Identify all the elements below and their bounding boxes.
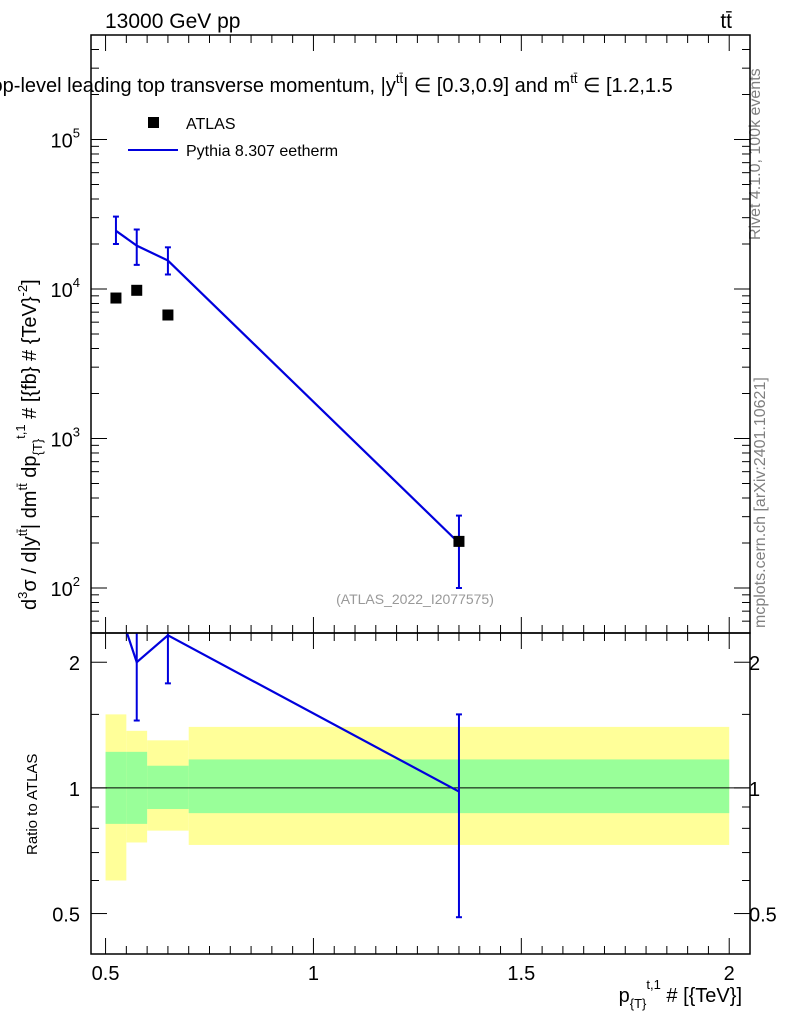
ratio-panel: 0.5 0.5 1 1 2 2 0.5 1 1.5 2 Ratio to ATLAS p{T} t,… (24, 632, 777, 1011)
legend: ATLAS Pythia 8.307 eetherm (128, 116, 338, 160)
x-tick-label: 1.5 (507, 963, 535, 985)
main-watermark: (ATLAS_2022_I2077575) (336, 591, 494, 607)
title-part-b-sup: tt̄ (570, 71, 578, 86)
ratio-y-tick-label-right: 1 (749, 779, 760, 801)
ylabel-f: ] (19, 279, 41, 285)
xlabel-a: p (619, 985, 630, 1007)
atlas-data-point (162, 309, 174, 321)
xlabel-b: # [{TeV}] (661, 985, 742, 1007)
main-y-tick-label: 103 (51, 424, 80, 451)
ratio-y-tick-label-right: 0.5 (749, 905, 777, 927)
main-y-tick-label: 104 (51, 275, 80, 302)
legend-marker-atlas (148, 117, 159, 128)
main-panel: 102 103 104 105 (ATLAS_2022_I2077575) ATLAS… (0, 34, 751, 634)
ylabel-d-sup: t,1 (13, 424, 28, 438)
ylabel-d: dp (19, 455, 41, 483)
main-y-axis-label: d3σ / d|ytt̄| dmtt̄ dp{T}t,1 # [{fb} # {… (13, 279, 45, 610)
ratio-y-tick-label-left: 0.5 (52, 905, 80, 927)
ylabel-a: d (19, 599, 41, 610)
x-axis-label: p{T} t,1 # [{TeV}] (619, 977, 742, 1011)
main-y-tick-label: 102 (51, 574, 80, 601)
xlabel-a-sub: {T} (630, 996, 647, 1011)
ylabel-b: σ / d|y (19, 536, 41, 591)
title-part-b: | ∈ [0.3,0.9] and m (403, 75, 570, 97)
pythia-line (115, 229, 460, 544)
legend-label-atlas: ATLAS (186, 116, 236, 133)
ylabel-b-sup: tt̄ (15, 529, 30, 537)
x-tick-label: 1 (308, 963, 319, 985)
title-part-c: ∈ [1.2,1.5 (577, 75, 672, 97)
x-tick-label: 0.5 (92, 963, 120, 985)
ylabel-e-sup: -2 (15, 285, 30, 297)
ratio-frame (90, 632, 751, 955)
ylabel-c-sup: tt̄ (15, 483, 30, 491)
mcplots-label: mcplots.cern.ch [arXiv:2401.10621] (752, 377, 769, 628)
x-tick-label: 2 (724, 963, 735, 985)
ylabel-c: | dm (19, 491, 41, 530)
main-y-tick-label: 105 (51, 125, 80, 152)
atlas-data-point (110, 292, 122, 304)
ratio-series-group (125, 633, 462, 919)
plot-title: top-level leading top transverse momentu… (0, 71, 673, 97)
ylabel-e: # [{fb} # {TeV} (19, 296, 41, 424)
process-label: tt̄ (720, 10, 732, 33)
ylabel-a-sup: 3 (15, 592, 30, 599)
title-part-a: top-level leading top transverse momentu… (0, 75, 396, 97)
title-part-a-sup: tt̄ (396, 71, 404, 86)
ratio-pythia-line (125, 633, 460, 793)
ratio-y-tick-label-left: 2 (69, 653, 80, 675)
ratio-y-axis-label: Ratio to ATLAS (24, 754, 41, 855)
ratio-stat-band (147, 765, 189, 810)
atlas-data-point (131, 284, 143, 296)
atlas-data-point (453, 535, 465, 547)
ratio-y-tick-label-right: 2 (749, 653, 760, 675)
xlabel-a-sup: t,1 (646, 977, 660, 992)
legend-label-pythia: Pythia 8.307 eetherm (186, 143, 338, 160)
collision-label: 13000 GeV pp (105, 10, 240, 33)
ratio-y-tick-label-left: 1 (69, 779, 80, 801)
rivet-version-label: Rivet 4.1.0, 100k events (747, 68, 764, 240)
ylabel-d-sub: {T} (30, 438, 45, 455)
